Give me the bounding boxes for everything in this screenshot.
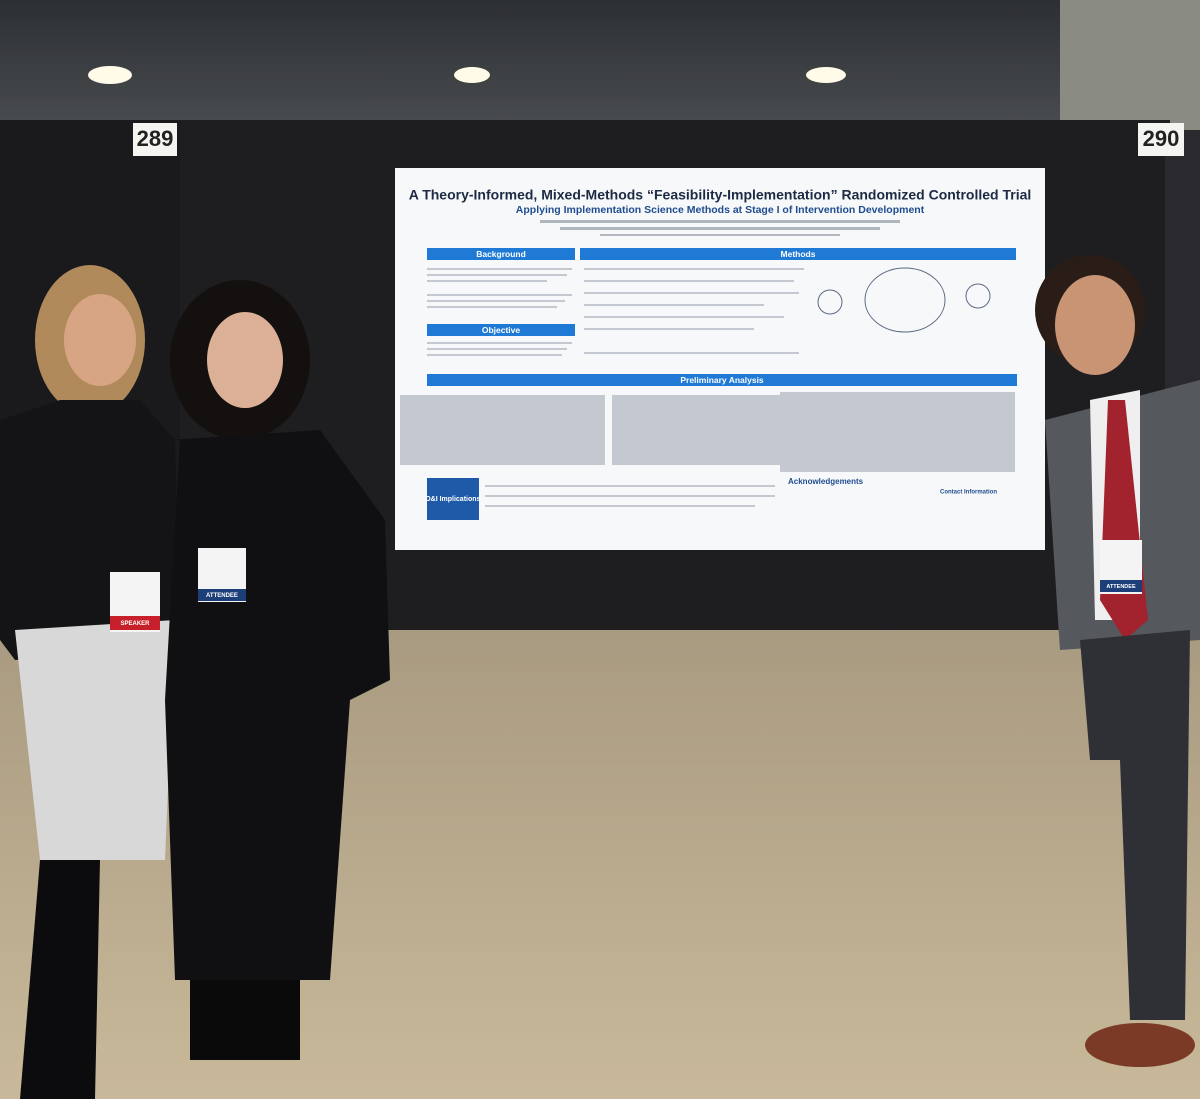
badge-band <box>1100 580 1142 592</box>
booth-number: 290 <box>1143 126 1180 151</box>
ceiling-lights <box>88 66 846 84</box>
study-diagram <box>817 267 991 333</box>
booth-sign <box>1138 123 1184 156</box>
section-title: Objective <box>482 325 521 335</box>
contact-heading: Contact Information <box>940 490 997 496</box>
booth-number: 289 <box>137 126 174 151</box>
section-title: D&I Implications <box>426 496 481 503</box>
section-header <box>580 248 1016 260</box>
section-header <box>427 248 575 260</box>
badge-band <box>110 616 160 630</box>
badge-label: SPEAKER <box>120 621 150 627</box>
booth-sign <box>133 123 177 156</box>
author-lines <box>540 220 900 236</box>
poster-subtitle: Applying Implementation Science Methods … <box>516 204 925 216</box>
section-header <box>427 324 575 336</box>
section-title: Background <box>476 249 526 259</box>
poster-body-text <box>400 268 1015 507</box>
wall <box>1060 0 1200 130</box>
section-title: Preliminary Analysis <box>680 375 764 385</box>
section-header <box>427 374 1017 386</box>
ceiling <box>0 0 1200 130</box>
section-box <box>427 478 479 520</box>
badge-band <box>198 589 246 601</box>
section-title: Methods <box>781 249 816 259</box>
badge-label: ATTENDEE <box>1106 584 1136 590</box>
person <box>0 265 180 1099</box>
poster-title: A Theory-Informed, Mixed-Methods “Feasib… <box>409 187 1032 203</box>
acknowledgements: Acknowledgements <box>788 477 864 486</box>
badge-label: ATTENDEE <box>206 593 238 599</box>
person <box>1035 255 1200 1067</box>
